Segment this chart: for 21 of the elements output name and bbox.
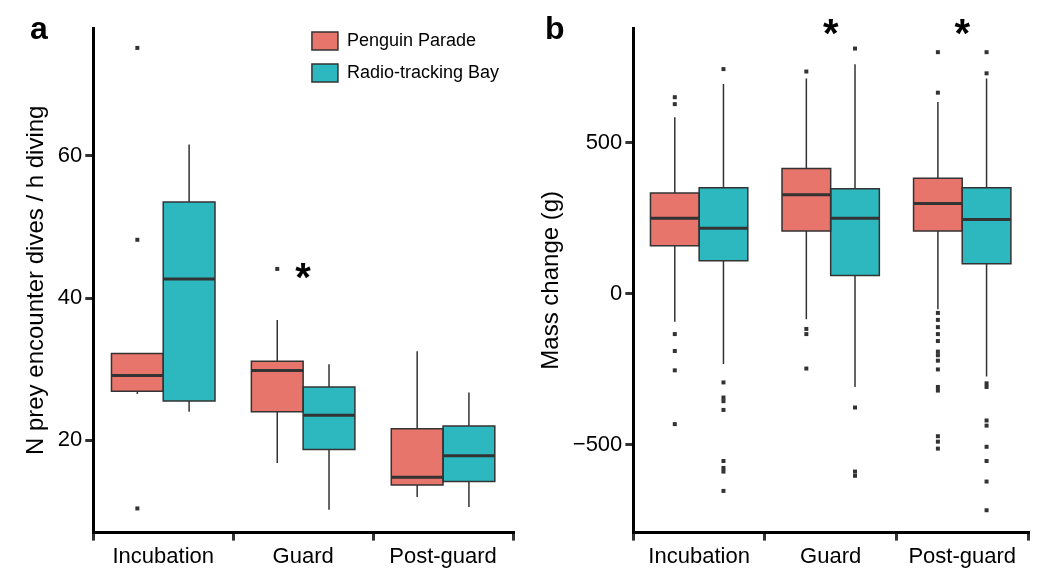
x-tick-label: Incubation	[648, 542, 750, 568]
x-tick-label: Guard	[800, 542, 862, 568]
y-tick-label: 0	[610, 279, 623, 305]
legend-label: Penguin Parade	[346, 29, 477, 50]
annotation: *	[954, 10, 971, 55]
text: b	[545, 9, 565, 46]
annotation: *	[822, 10, 839, 55]
y-tick-label: 20	[57, 426, 83, 452]
y-tick-label: 40	[57, 284, 83, 310]
y-axis-title: Mass change (g)	[536, 190, 564, 370]
text: a	[30, 9, 48, 46]
annotation: *	[295, 255, 312, 300]
x-tick-label: Post-guard	[389, 542, 497, 568]
y-tick-label: 500	[585, 128, 623, 154]
x-tick-label: Guard	[272, 542, 334, 568]
y-tick-label: −500	[572, 431, 623, 457]
x-tick-label: Incubation	[112, 542, 214, 568]
y-tick-label: 60	[57, 141, 83, 167]
y-axis-title: N prey encounter dives / h diving	[21, 105, 49, 456]
x-tick-label: Post-guard	[908, 542, 1017, 568]
legend-label: Radio-tracking Bay	[346, 61, 500, 82]
